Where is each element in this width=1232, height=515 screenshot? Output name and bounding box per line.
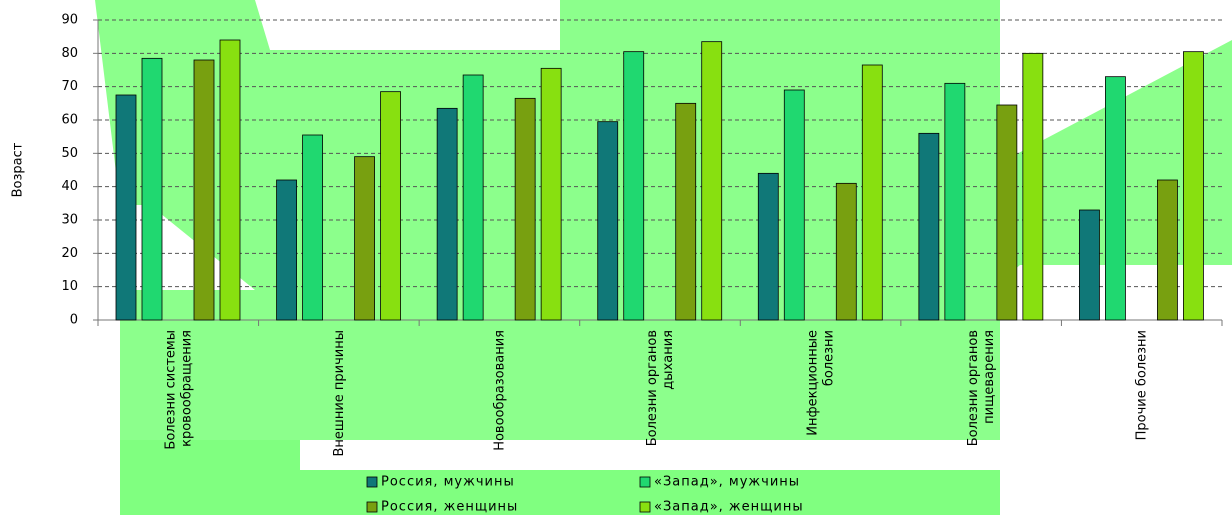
bar	[783, 89, 805, 321]
background-shape	[95, 0, 1232, 515]
bar	[540, 67, 562, 321]
legend-label: Россия, женщины	[381, 500, 518, 515]
legend-label: Россия, мужчины	[381, 475, 515, 490]
bar	[1183, 51, 1204, 321]
bar	[757, 172, 779, 321]
x-tick-label: Внешние причины	[331, 330, 346, 456]
y-axis-label: Возраст	[11, 142, 26, 197]
x-tick-label: Прочие болезни	[1134, 330, 1149, 440]
bar	[276, 179, 297, 321]
bar	[675, 102, 697, 321]
bar	[835, 182, 857, 321]
x-tick-label: Болезни органовпищеварения	[966, 330, 997, 446]
bar	[514, 97, 536, 321]
bar	[701, 41, 723, 321]
bar	[1022, 52, 1044, 321]
legend-swatch	[639, 501, 651, 513]
x-tick-label: Болезни системыкровообращения	[163, 330, 194, 450]
bar	[623, 51, 645, 321]
legend-label: «Запад», женщины	[654, 500, 804, 515]
y-tick-label: 0	[70, 313, 78, 328]
bar	[354, 156, 375, 321]
bar	[462, 74, 484, 321]
bar	[193, 59, 215, 321]
bar	[861, 64, 883, 321]
legend-swatch	[366, 476, 378, 488]
bar	[1157, 179, 1178, 321]
y-tick-label: 40	[61, 179, 78, 194]
y-tick-label: 50	[61, 146, 78, 161]
bar	[918, 132, 940, 321]
bar	[436, 107, 458, 321]
y-tick-label: 10	[61, 279, 78, 294]
bar	[141, 57, 163, 321]
bar	[302, 134, 323, 321]
y-tick-label: 80	[61, 46, 78, 61]
bar	[996, 104, 1018, 321]
y-tick-label: 20	[61, 246, 78, 261]
bar	[597, 121, 619, 321]
legend-label: «Запад», мужчины	[654, 475, 800, 490]
y-tick-label: 60	[61, 113, 78, 128]
y-tick-label: 90	[61, 13, 78, 28]
bar	[380, 91, 401, 321]
bar	[944, 82, 966, 321]
bar	[1105, 76, 1126, 321]
legend-swatch	[639, 476, 651, 488]
bar	[115, 94, 137, 321]
bar	[1079, 209, 1100, 321]
y-tick-label: 70	[61, 79, 78, 94]
legend-swatch	[366, 501, 378, 513]
x-tick-label: Новообразования	[492, 330, 507, 451]
x-tick-label: Инфекционныеболезни	[805, 330, 836, 436]
bar	[219, 39, 241, 321]
x-tick-label: Болезни органовдыхания	[645, 330, 676, 446]
y-tick-label: 30	[61, 213, 78, 228]
